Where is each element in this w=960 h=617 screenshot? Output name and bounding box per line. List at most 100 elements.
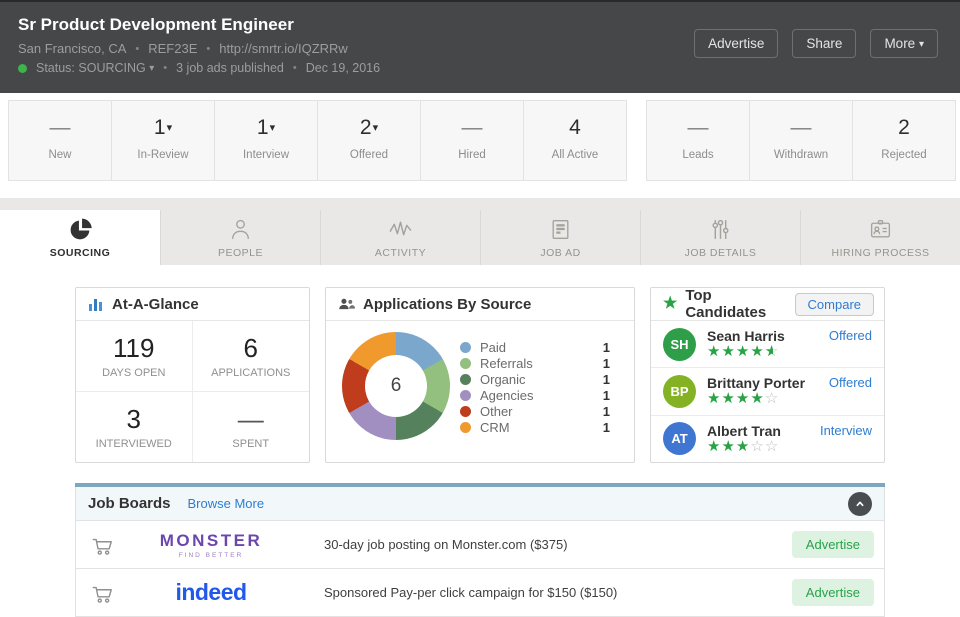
advertise-indeed-button[interactable]: Advertise: [791, 579, 874, 606]
cart-icon: [92, 586, 112, 603]
job-date: Dec 19, 2016: [305, 61, 381, 75]
tab-sourcing[interactable]: SOURCING: [0, 210, 160, 265]
legend-item-paid: Paid 1: [460, 339, 610, 355]
bullet-separator: •: [135, 42, 140, 55]
job-short-url[interactable]: http://smrtr.io/IQZRRw: [219, 41, 348, 56]
sliders-icon: [712, 219, 729, 239]
source-legend: Paid 1 Referrals 1 Organic 1 Agencies 1 …: [460, 339, 610, 435]
panel-title: At-A-Glance: [112, 295, 199, 313]
pipeline-cell-hired[interactable]: — Hired: [420, 100, 524, 181]
source-donut-chart: 6: [342, 332, 450, 440]
job-ref-code: REF23E: [148, 41, 198, 56]
legend-item-agencies: Agencies 1: [460, 387, 610, 403]
tab-job-ad[interactable]: JOB AD: [480, 210, 640, 265]
job-board-row-indeed: indeed Sponsored Pay-per click campaign …: [75, 569, 885, 617]
chevron-down-icon: ▾: [269, 122, 276, 134]
metric-applications: 6 APPLICATIONS: [192, 321, 309, 392]
tab-activity[interactable]: ACTIVITY: [320, 210, 480, 265]
monster-logo: MONSTER FIND BETTER: [159, 530, 263, 559]
job-board-row-monster: MONSTER FIND BETTER 30-day job posting o…: [75, 521, 885, 569]
job-board-description: Sponsored Pay-per click campaign for $15…: [324, 585, 618, 600]
people-icon: [339, 298, 355, 310]
bullet-separator: •: [163, 62, 168, 74]
job-status-line: Status: SOURCING ▾ • 3 job ads published…: [18, 61, 380, 75]
candidate-name: Brittany Porter: [707, 375, 806, 392]
candidate-row[interactable]: SH Sean Harris ★★★★☆ ★ Offered: [651, 321, 884, 367]
star-rating: ★★★★☆ ★: [707, 343, 780, 361]
job-boards-accent-bar: [75, 483, 885, 487]
chevron-down-icon: ▾: [918, 39, 924, 50]
status-dot-icon: [18, 63, 27, 73]
job-board-description: 30-day job posting on Monster.com ($375): [324, 537, 568, 552]
job-boards-title: Job Boards: [88, 495, 171, 512]
id-badge-icon: [870, 219, 891, 237]
star-icon: ★: [663, 295, 678, 312]
pipeline-cell-withdrawn[interactable]: — Withdrawn: [749, 100, 853, 181]
tab-hiring-process[interactable]: HIRING PROCESS: [800, 210, 960, 265]
panel-title: Top Candidates: [685, 287, 767, 321]
panel-title: Applications By Source: [363, 295, 532, 313]
pipeline-cell-offered[interactable]: 2▾ Offered: [317, 100, 421, 181]
candidate-row[interactable]: BP Brittany Porter ★★★★☆ Offered: [651, 367, 884, 414]
pie-chart-icon: [70, 218, 92, 239]
document-icon: [552, 219, 569, 239]
candidate-status-link[interactable]: Offered: [828, 375, 872, 391]
avatar: BP: [663, 374, 696, 408]
candidate-name: Albert Tran: [707, 422, 781, 439]
pipeline-cell-all-active[interactable]: 4 All Active: [523, 100, 627, 181]
advertise-button[interactable]: Advertise: [694, 29, 779, 58]
page-title: Sr Product Development Engineer: [18, 15, 294, 34]
pipeline-cell-leads[interactable]: — Leads: [646, 100, 750, 181]
bullet-separator: •: [292, 62, 297, 74]
person-icon: [232, 219, 249, 239]
applications-by-source-panel: Applications By Source 6 Paid 1 Referral…: [325, 287, 635, 463]
collapse-button[interactable]: [848, 491, 872, 516]
bullet-separator: •: [206, 42, 211, 55]
legend-item-crm: CRM 1: [460, 419, 610, 435]
candidate-status-link[interactable]: Interview: [819, 422, 872, 438]
metric-spent: — SPENT: [232, 403, 270, 450]
pipeline-cell-in-review[interactable]: 1▾ In-Review: [111, 100, 215, 181]
pipeline-cell-new[interactable]: — New: [8, 100, 112, 181]
job-boards-header: Job Boards Browse More: [75, 487, 885, 521]
legend-dot: [460, 389, 471, 401]
pipeline-cell-interview[interactable]: 1▾ Interview: [214, 100, 318, 181]
job-ads-published: 3 job ads published: [176, 61, 284, 75]
browse-more-link[interactable]: Browse More: [187, 496, 265, 511]
metric-days-open: 119 DAYS OPEN: [76, 321, 193, 392]
tab-people[interactable]: PEOPLE: [160, 210, 320, 265]
status-dropdown[interactable]: Status: SOURCING ▾: [36, 61, 155, 75]
chevron-up-icon: [856, 501, 864, 506]
header-actions: Advertise Share More ▾: [694, 29, 938, 58]
chevron-down-icon: ▾: [372, 122, 379, 134]
chevron-down-icon: ▾: [166, 122, 173, 134]
at-a-glance-panel: At-A-Glance 119 DAYS OPEN 6 APPLICATIONS…: [75, 287, 310, 463]
legend-dot: [460, 405, 471, 417]
donut-center-total: 6: [365, 355, 427, 417]
activity-wave-icon: [389, 220, 412, 235]
job-meta-line: San Francisco, CA • REF23E • http://smrt…: [18, 41, 348, 56]
pipeline-cell-rejected[interactable]: 2 Rejected: [852, 100, 956, 181]
legend-item-referrals: Referrals 1: [460, 355, 610, 371]
bar-chart-icon: [89, 299, 102, 311]
candidate-row[interactable]: AT Albert Tran ★★★☆☆ Interview: [651, 414, 884, 462]
more-button[interactable]: More ▾: [870, 29, 938, 58]
cart-icon: [92, 538, 112, 555]
advertise-monster-button[interactable]: Advertise: [791, 531, 874, 558]
legend-dot: [460, 341, 471, 353]
avatar: AT: [663, 422, 696, 456]
chevron-down-icon: ▾: [149, 63, 155, 74]
tab-job-details[interactable]: JOB DETAILS: [640, 210, 800, 265]
candidate-status-link[interactable]: Offered: [828, 328, 872, 343]
legend-item-other: Other 1: [460, 403, 610, 419]
pipeline-group-inactive: — Leads — Withdrawn 2 Rejected: [646, 100, 956, 181]
share-button[interactable]: Share: [792, 29, 857, 58]
pipeline-group-active: — New 1▾ In-Review 1▾ Interview 2▾ Offer…: [8, 100, 627, 181]
compare-button[interactable]: Compare: [794, 292, 874, 316]
metric-interviewed: 3 INTERVIEWED: [76, 391, 193, 462]
job-boards-section: Job Boards Browse More MONSTER FIND BETT…: [75, 483, 885, 617]
legend-dot: [460, 357, 471, 369]
star-rating: ★★★☆☆: [707, 437, 780, 455]
candidate-list: SH Sean Harris ★★★★☆ ★ Offered BP Brittan…: [651, 321, 884, 462]
job-header: Sr Product Development Engineer San Fran…: [0, 0, 960, 93]
